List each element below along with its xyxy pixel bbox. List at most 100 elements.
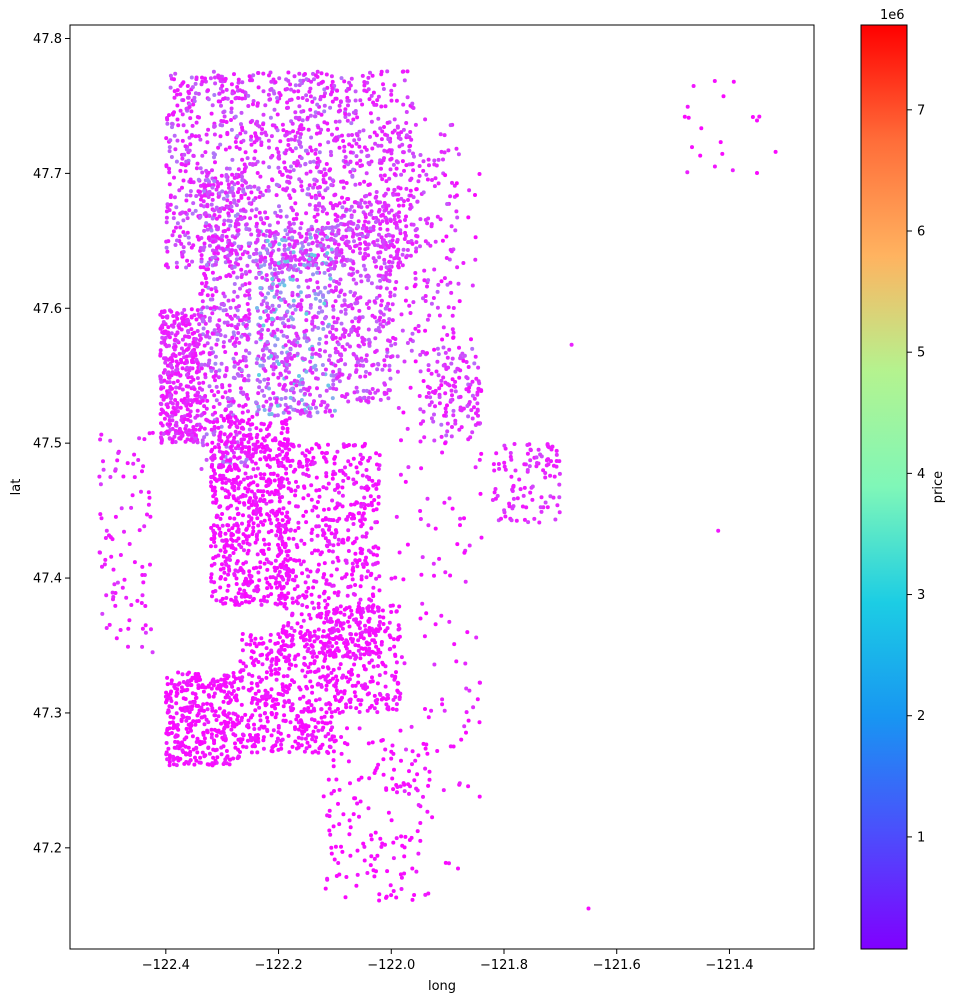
data-point (210, 763, 215, 768)
data-point (400, 252, 405, 257)
data-point (310, 327, 315, 332)
data-point (209, 228, 214, 233)
data-point (177, 351, 182, 356)
data-point (271, 575, 275, 580)
data-point (275, 585, 279, 590)
data-point (180, 387, 185, 392)
data-point (243, 493, 248, 498)
data-point (310, 227, 315, 232)
data-point (331, 333, 335, 338)
data-point (231, 494, 236, 499)
data-point (359, 198, 364, 203)
data-point (214, 747, 219, 752)
data-point (162, 309, 167, 314)
data-point (266, 188, 271, 193)
data-point (216, 375, 221, 380)
data-point (190, 399, 195, 404)
data-point (196, 704, 201, 708)
data-point (383, 247, 388, 251)
data-point (171, 405, 176, 410)
data-point (373, 561, 378, 566)
data-point (227, 259, 231, 264)
data-point (323, 653, 328, 658)
data-point (310, 737, 315, 742)
data-point (223, 550, 228, 554)
data-point (228, 201, 233, 205)
data-point (225, 198, 230, 203)
data-point (217, 368, 222, 373)
data-point (269, 79, 274, 84)
data-point (350, 572, 354, 577)
data-point (286, 70, 291, 75)
data-point (345, 98, 350, 103)
data-point (284, 466, 289, 471)
data-point (266, 92, 271, 97)
data-point (408, 202, 413, 207)
data-point (271, 329, 276, 334)
data-point (323, 598, 327, 603)
data-point (404, 214, 408, 219)
data-point (226, 396, 231, 401)
data-point (306, 127, 311, 132)
data-point (314, 505, 319, 510)
data-point (357, 308, 362, 313)
data-point (285, 100, 290, 105)
data-point (236, 373, 241, 378)
data-point (209, 735, 214, 740)
data-point (333, 350, 338, 355)
data-point (367, 192, 372, 197)
data-point (227, 185, 231, 190)
data-point (345, 95, 350, 100)
data-point (387, 268, 392, 273)
data-point (216, 425, 221, 430)
data-point (326, 324, 330, 329)
data-point (213, 445, 217, 450)
data-point (233, 344, 238, 348)
data-point (397, 219, 402, 224)
data-point (314, 234, 319, 239)
data-point (260, 327, 265, 332)
data-point (277, 170, 282, 174)
data-point (281, 386, 286, 391)
data-point (269, 402, 274, 407)
data-point (224, 174, 229, 179)
data-point (279, 574, 284, 579)
data-point (228, 717, 233, 721)
data-point (322, 87, 327, 92)
data-point (361, 396, 366, 400)
data-point (442, 276, 447, 281)
data-point (171, 314, 176, 318)
data-point (191, 439, 196, 444)
data-point (222, 734, 227, 738)
data-point (311, 315, 316, 320)
data-point (379, 72, 384, 77)
data-point (213, 152, 217, 157)
data-point (313, 263, 318, 268)
data-point (223, 481, 228, 485)
data-point (296, 96, 301, 100)
data-point (258, 565, 263, 570)
data-point (181, 680, 186, 684)
data-point (358, 241, 363, 246)
data-point (210, 103, 215, 108)
data-point (204, 168, 209, 173)
data-point (181, 245, 186, 250)
data-point (323, 409, 328, 414)
data-point (350, 144, 354, 149)
data-point (218, 585, 223, 590)
data-point (222, 218, 227, 223)
data-point (299, 144, 304, 149)
data-point (258, 428, 263, 433)
data-point (338, 604, 343, 609)
data-point (251, 447, 256, 452)
data-point (267, 229, 272, 234)
data-point (425, 317, 430, 322)
data-point (326, 127, 331, 132)
data-point (230, 172, 235, 177)
data-point (355, 360, 360, 365)
data-point (212, 492, 217, 497)
data-point (187, 760, 192, 765)
data-point (167, 170, 172, 175)
data-point (402, 168, 406, 173)
data-point (230, 720, 235, 725)
